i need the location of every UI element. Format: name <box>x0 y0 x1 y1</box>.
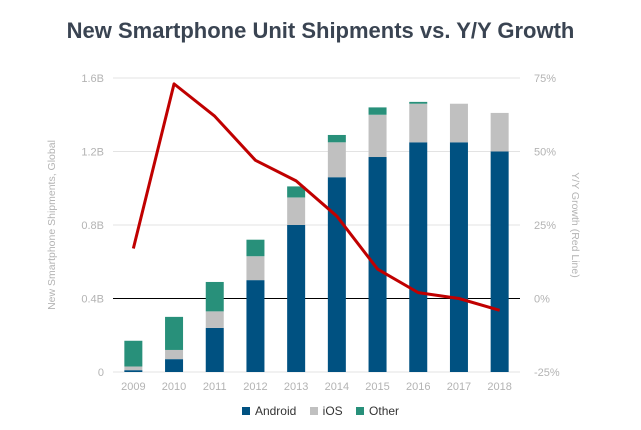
x-tick-label: 2015 <box>365 381 389 393</box>
y-tick-label: 1.6B <box>81 73 104 85</box>
bar-ios <box>490 112 509 152</box>
legend-item-ios: iOS <box>309 404 343 418</box>
x-tick-label: 2010 <box>162 381 186 393</box>
bar-android <box>124 370 143 372</box>
bar-android <box>490 151 509 372</box>
y2-tick-label: 25% <box>534 220 556 232</box>
y2-tick-label: 0% <box>534 294 550 306</box>
x-tick-label: 2011 <box>203 381 227 393</box>
bar-android <box>165 359 184 372</box>
legend-swatch-other <box>356 407 365 415</box>
bar-other <box>327 134 346 143</box>
growth-line <box>131 82 501 312</box>
x-tick-label: 2014 <box>325 381 349 393</box>
bar-other <box>368 107 387 115</box>
y-tick-label: 0.8B <box>81 220 104 232</box>
bar-android <box>246 280 265 372</box>
x-tick-label: 2009 <box>121 381 145 393</box>
legend: Android iOS Other <box>0 404 641 418</box>
legend-swatch-android <box>241 407 250 415</box>
bars <box>124 101 509 372</box>
bar-ios <box>124 366 143 371</box>
x-tick-label: 2016 <box>406 381 430 393</box>
y2-tick-label: -25% <box>534 367 560 379</box>
x-tick-label: 2018 <box>487 381 511 393</box>
y-axis-title: New Smartphone Shipments, Global <box>46 140 58 310</box>
bar-android <box>327 177 346 372</box>
legend-swatch-ios <box>309 407 318 415</box>
y2-tick-label: 75% <box>534 73 556 85</box>
legend-label-ios: iOS <box>322 404 343 418</box>
bar-ios <box>449 103 468 143</box>
x-tick-label: 2017 <box>447 381 471 393</box>
growth-line-path <box>131 82 501 312</box>
bar-android <box>205 327 224 372</box>
y-tick-label: 0.4B <box>81 294 104 306</box>
chart-title: New Smartphone Unit Shipments vs. Y/Y Gr… <box>66 18 575 43</box>
bar-ios <box>287 197 306 225</box>
legend-item-other: Other <box>356 404 399 418</box>
bar-android <box>409 142 428 372</box>
x-tick-label: 2012 <box>243 381 267 393</box>
bar-ios <box>368 114 387 158</box>
legend-label-other: Other <box>369 404 400 418</box>
y-tick-label: 0 <box>98 367 104 379</box>
bar-other <box>246 239 265 257</box>
bar-other <box>287 186 306 198</box>
bar-android <box>287 225 306 372</box>
bar-ios <box>246 256 265 281</box>
legend-label-android: Android <box>254 404 297 418</box>
tick-labels: 0 0.4B 0.8B 1.2B 1.6B -25% 0% 25% 50% 75% 2009 2010… <box>81 73 560 393</box>
bar-other <box>165 316 184 350</box>
y2-axis-title: Y/Y Growth (Red Line) <box>569 172 581 278</box>
bar-android <box>368 157 387 372</box>
y2-tick-label: 50% <box>534 147 556 159</box>
bar-other <box>124 340 143 367</box>
bar-ios <box>409 103 428 143</box>
legend-item-android: Android <box>241 404 297 418</box>
y-tick-label: 1.2B <box>81 147 104 159</box>
x-tick-label: 2013 <box>284 381 308 393</box>
bar-ios <box>165 349 184 360</box>
bar-ios <box>205 311 224 328</box>
bar-other <box>205 281 224 312</box>
bar-other <box>409 101 428 104</box>
bar-android <box>449 142 468 372</box>
bar-ios <box>327 142 346 178</box>
